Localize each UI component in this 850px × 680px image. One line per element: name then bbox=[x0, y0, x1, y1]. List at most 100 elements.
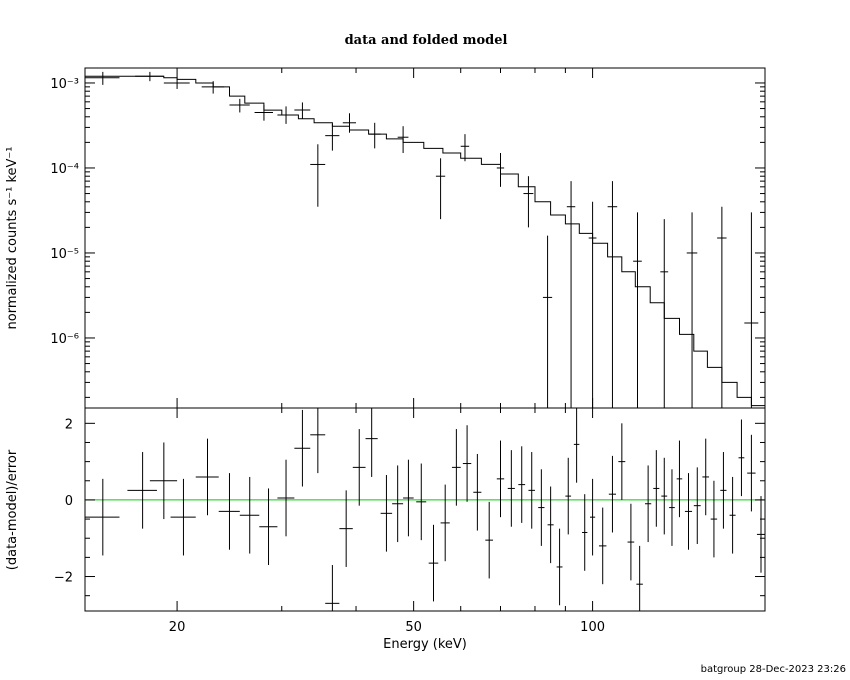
residual-point bbox=[644, 465, 652, 543]
top-y-axis-label: normalized counts s⁻¹ keV⁻¹ bbox=[5, 147, 20, 330]
spectrum-data-points bbox=[85, 71, 759, 408]
residual-point bbox=[518, 446, 526, 523]
residual-point bbox=[352, 429, 366, 506]
residual-point bbox=[85, 478, 120, 556]
bottom-y-tick-label: −2 bbox=[54, 571, 73, 586]
residual-point bbox=[528, 452, 535, 529]
residual-point bbox=[259, 488, 278, 566]
top-y-tick-label: 10⁻⁴ bbox=[50, 162, 79, 177]
residual-point bbox=[720, 452, 727, 529]
residual-point bbox=[538, 469, 545, 546]
residual-point bbox=[239, 476, 260, 554]
residual-point bbox=[661, 457, 668, 535]
spectrum-point bbox=[717, 206, 727, 408]
residual-point bbox=[608, 455, 617, 533]
residual-point bbox=[582, 494, 588, 571]
residual-point bbox=[684, 473, 693, 550]
residual-point bbox=[636, 545, 643, 611]
spectrum-point bbox=[342, 113, 357, 133]
bottom-y-tick-label: 0 bbox=[65, 494, 73, 509]
residual-point bbox=[485, 501, 494, 579]
top-panel-frame bbox=[84, 67, 766, 409]
residual-point bbox=[392, 465, 404, 543]
residual-point bbox=[598, 507, 607, 585]
residual-data-points bbox=[85, 408, 765, 611]
residual-point bbox=[294, 409, 311, 487]
residual-point bbox=[365, 408, 378, 477]
x-tick-label: 50 bbox=[405, 620, 422, 635]
residual-point bbox=[669, 469, 675, 546]
spectrum-point bbox=[294, 102, 311, 119]
spectrum-point bbox=[254, 105, 274, 121]
top-panel: 10⁻³ 10⁻⁴ 10⁻⁵ 10⁻⁶ normalized counts s⁻¹ k… bbox=[5, 67, 766, 409]
bottom-panel: 2 0 −2 2 0 50 100 (data-model)/error Energy (… bbox=[5, 407, 766, 652]
spectrum-point bbox=[135, 71, 164, 82]
spectrum-point bbox=[496, 153, 505, 187]
residual-point bbox=[747, 434, 756, 512]
spectrum-point bbox=[229, 98, 250, 113]
spectrum-point bbox=[397, 126, 409, 153]
residual-point bbox=[195, 438, 219, 516]
residual-point bbox=[676, 440, 683, 518]
residual-point bbox=[618, 423, 626, 500]
residual-point bbox=[693, 467, 701, 544]
residual-point bbox=[325, 565, 340, 611]
spectrum-point bbox=[607, 181, 618, 408]
spectrum-point bbox=[277, 106, 295, 124]
residual-point bbox=[473, 453, 482, 531]
spectrum-point bbox=[85, 71, 120, 85]
residual-point bbox=[277, 459, 295, 537]
footer-stamp: batgroup 28-Dec-2023 23:26 bbox=[701, 664, 846, 675]
chart-title: data and folded model bbox=[345, 33, 508, 48]
residual-point bbox=[462, 425, 472, 502]
x-tick-label: 100 bbox=[580, 620, 605, 635]
residual-point bbox=[403, 459, 414, 537]
residual-point bbox=[738, 419, 745, 497]
residual-point bbox=[451, 429, 461, 506]
residual-point bbox=[127, 452, 157, 529]
residual-point bbox=[556, 528, 563, 606]
residual-point bbox=[496, 440, 505, 518]
spectrum-point bbox=[201, 81, 225, 94]
top-y-tick-label: 10⁻³ bbox=[50, 77, 79, 92]
residual-point bbox=[547, 486, 554, 564]
spectrum-point bbox=[460, 134, 470, 162]
residual-point bbox=[653, 450, 660, 527]
residual-point bbox=[339, 490, 353, 567]
bottom-panel-frame bbox=[84, 407, 766, 612]
residual-point bbox=[218, 473, 240, 550]
bottom-y-ticks: 2 0 −2 bbox=[54, 417, 765, 597]
spectrum-point bbox=[588, 201, 597, 408]
spectrum-point bbox=[633, 212, 642, 408]
spectrum-point bbox=[542, 235, 553, 408]
residual-point bbox=[729, 476, 736, 554]
residual-point bbox=[573, 408, 580, 483]
spectrum-point bbox=[744, 212, 759, 408]
spectrum-point bbox=[368, 122, 381, 149]
x-axis-label: Energy (keV) bbox=[383, 637, 467, 652]
residual-point bbox=[170, 478, 196, 556]
top-y-ticks: 10⁻³ 10⁻⁴ 10⁻⁵ 10⁻⁶ bbox=[50, 77, 765, 398]
bottom-y-axis-label: (data-model)/error bbox=[5, 449, 20, 570]
residual-point bbox=[428, 524, 439, 602]
spectrum-point bbox=[566, 181, 576, 408]
bottom-y-tick-label: 2 bbox=[65, 417, 73, 432]
residual-point bbox=[756, 496, 765, 573]
residual-point bbox=[440, 484, 450, 562]
residual-point bbox=[702, 438, 710, 516]
residual-point bbox=[380, 475, 393, 552]
spectrum-point bbox=[163, 77, 190, 89]
residual-point bbox=[507, 450, 515, 527]
top-y-tick-label: 10⁻⁶ bbox=[50, 332, 79, 347]
folded-model-step bbox=[85, 75, 765, 407]
residual-point bbox=[710, 480, 718, 558]
bottom-x-ticks: 20 50 100 bbox=[169, 408, 605, 635]
top-x-ticks bbox=[176, 68, 594, 408]
residual-point bbox=[565, 457, 572, 535]
spectrum-point bbox=[660, 219, 669, 408]
spectrum-point bbox=[523, 176, 534, 228]
residual-point bbox=[627, 503, 635, 581]
residual-point bbox=[149, 442, 178, 520]
spectrum-point bbox=[325, 123, 340, 151]
